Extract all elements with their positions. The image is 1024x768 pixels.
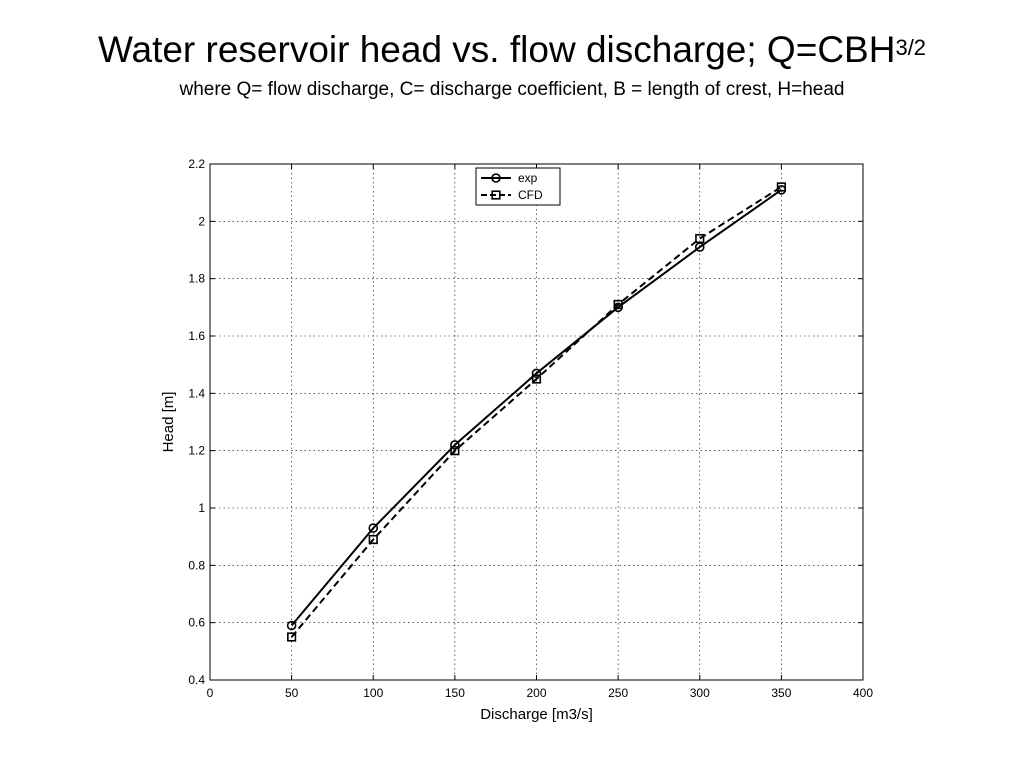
data-point-exp xyxy=(450,440,460,450)
x-tick-label: 200 xyxy=(526,686,546,700)
x-tick-label: 0 xyxy=(207,686,214,700)
legend-box xyxy=(475,167,561,206)
series-cfd xyxy=(287,182,786,642)
data-point-exp xyxy=(286,620,297,631)
y-tick-label: 1.4 xyxy=(188,386,205,400)
y-tick-label: 1.6 xyxy=(188,329,205,343)
y-tick-label: 0.8 xyxy=(188,558,205,572)
y-tick-label: 1.8 xyxy=(188,272,205,286)
data-point-cfd xyxy=(695,233,705,244)
axis-ticks: 0 50 100 150 200 250 300 350 400 0.4 0.6 0.8 1 1.2 1.4… xyxy=(188,157,873,700)
chart-title-superscript: 3/2 xyxy=(895,35,927,60)
y-tick-label: 1 xyxy=(198,501,205,515)
x-tick-label: 250 xyxy=(608,686,628,700)
legend: exp CFD xyxy=(475,167,561,206)
x-axis-label: Discharge [m3/s] xyxy=(480,706,593,723)
x-tick-label: 300 xyxy=(690,686,710,700)
y-tick-label: 0.4 xyxy=(188,673,205,687)
legend-marker-cfd xyxy=(491,190,501,200)
series-layer xyxy=(286,182,787,642)
x-tick-label: 350 xyxy=(771,686,791,700)
x-tick-label: 100 xyxy=(363,686,383,700)
data-point-cfd xyxy=(776,182,786,192)
grid-lines xyxy=(210,164,863,680)
data-point-cfd xyxy=(531,374,542,384)
data-point-cfd xyxy=(613,299,623,310)
series-line-cfd xyxy=(290,186,782,638)
x-tick-label: 400 xyxy=(853,686,873,700)
y-axis-label: Head [m] xyxy=(160,392,177,453)
y-tick-label: 1.2 xyxy=(188,444,205,458)
chart-subtitle: where Q= flow discharge, C= discharge co… xyxy=(179,79,845,100)
legend-label-exp: exp xyxy=(518,171,538,185)
y-tick-label: 2.2 xyxy=(188,157,205,171)
chart-title-text: Water reservoir head vs. flow discharge;… xyxy=(97,29,896,70)
legend-label-cfd: CFD xyxy=(518,188,543,202)
y-tick-label: 2 xyxy=(198,214,205,228)
chart-title: Water reservoir head vs. flow discharge;… xyxy=(0,30,1024,70)
legend-marker-exp xyxy=(491,173,501,183)
data-point-cfd xyxy=(450,446,460,456)
data-point-exp xyxy=(531,368,542,379)
x-tick-label: 150 xyxy=(445,686,465,700)
y-tick-label: 0.6 xyxy=(188,616,205,630)
data-point-exp xyxy=(368,523,379,533)
series-line-exp xyxy=(290,188,782,627)
data-point-cfd xyxy=(287,632,297,642)
data-point-cfd xyxy=(368,534,378,545)
x-tick-label: 50 xyxy=(285,686,299,700)
